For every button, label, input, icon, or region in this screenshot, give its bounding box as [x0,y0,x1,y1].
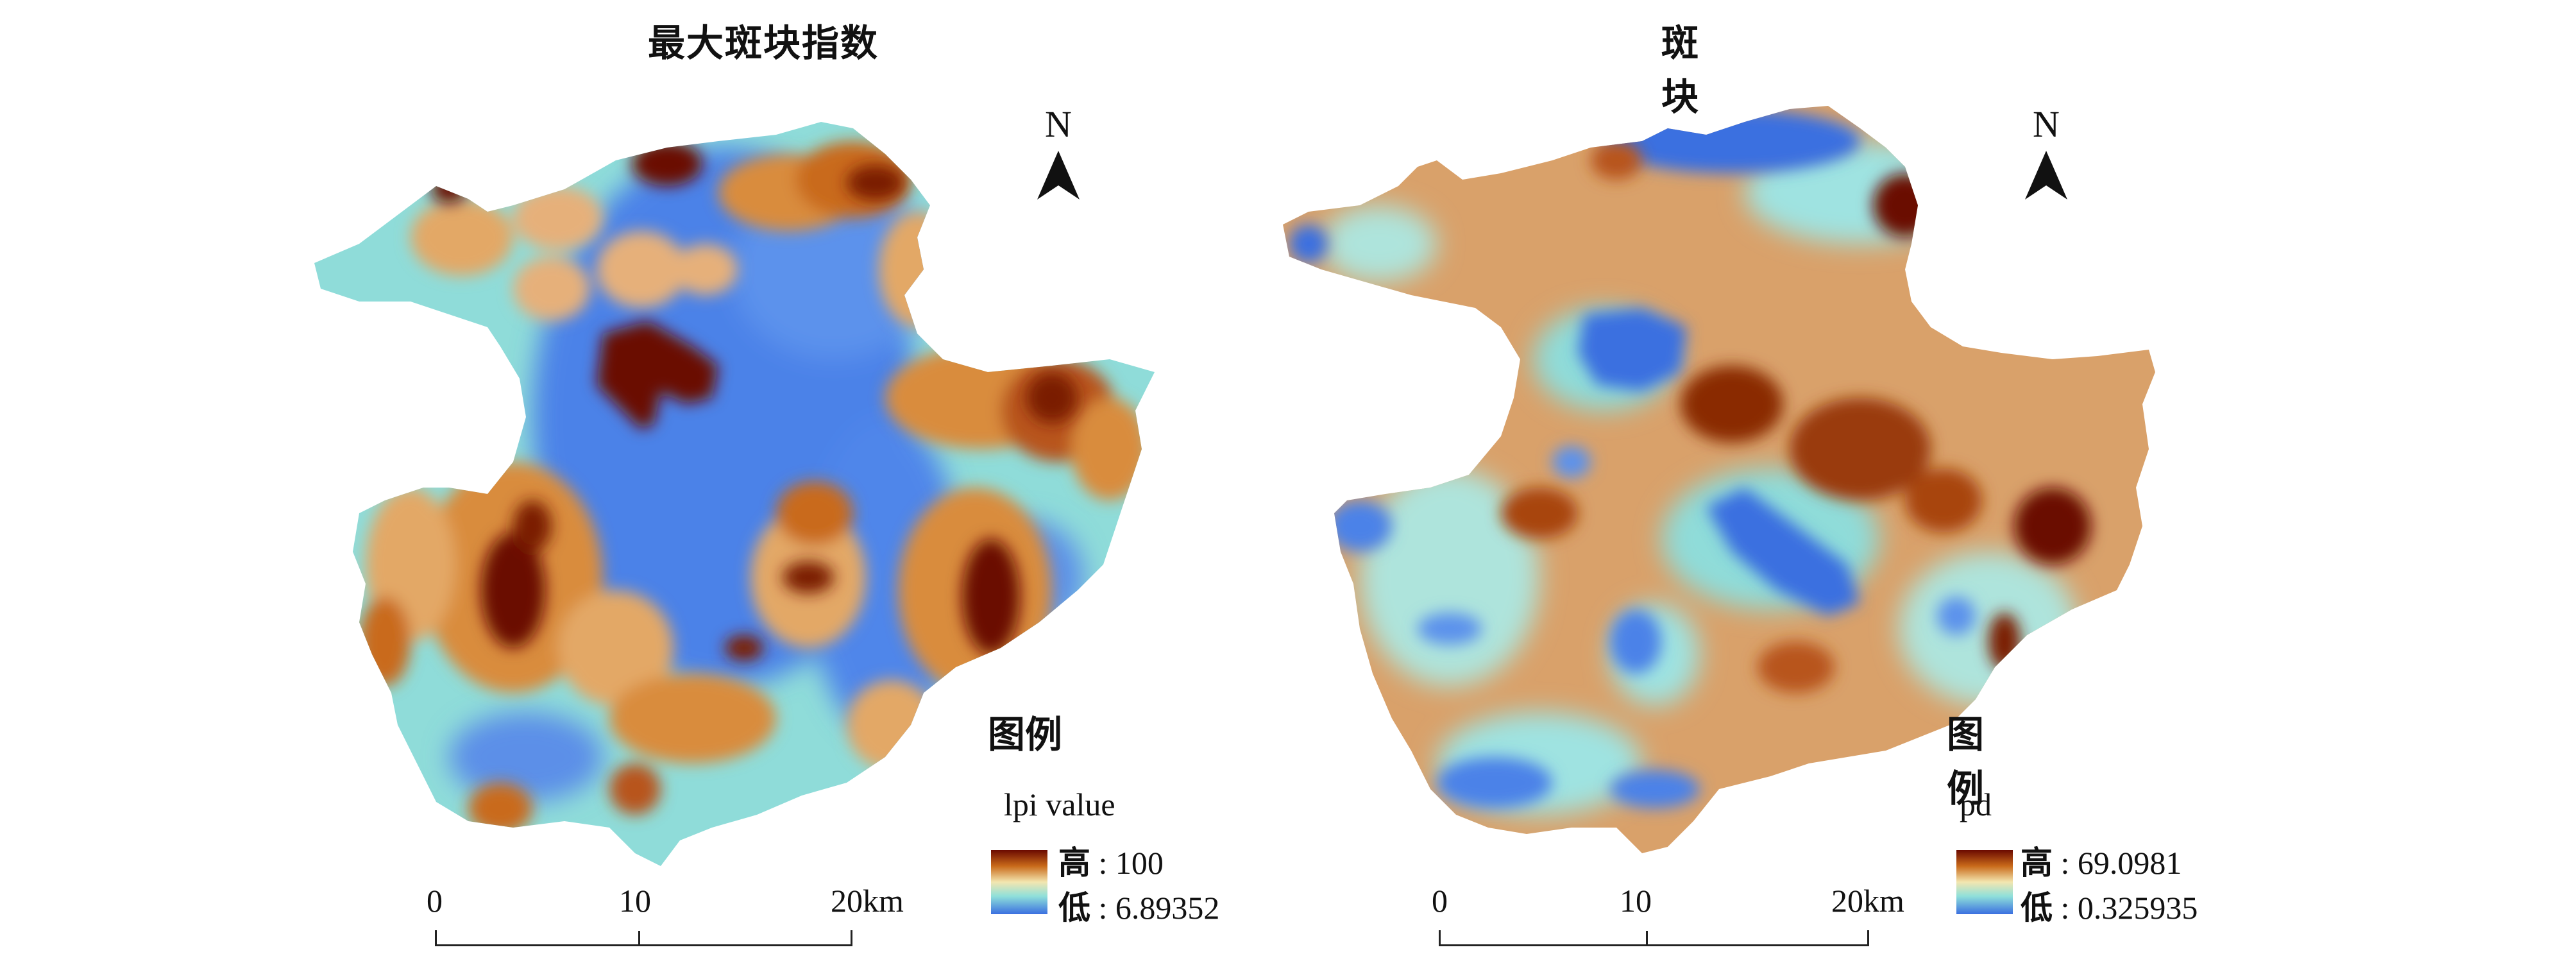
scale-bar [1439,930,1869,946]
scale-bar [435,930,852,946]
legend-low-value: 6.89352 [1115,890,1220,926]
scale-bar-mid-tick [1646,931,1648,945]
north-arrow: N [2014,103,2078,203]
legend-high: 高 : 100 [1058,844,1164,881]
legend-high-value: 100 [1115,845,1164,881]
map-panel-lpi: 最大斑块指数 [314,21,1220,946]
legend-field-name: pd [1960,787,1992,822]
scale-tick-10: 10 [619,883,651,919]
scale-tick-20km: 20km [1831,883,1904,919]
legend-low-value: 0.325935 [2077,890,2198,926]
north-arrow-label: N [2033,103,2060,145]
scale-bar-mid-tick [638,931,640,945]
scale-tick-20km: 20km [831,883,904,919]
scale-tick-0: 0 [427,883,443,919]
legend-low: 低 : 6.89352 [1058,889,1220,926]
legend-high-label: 高 [2021,844,2053,881]
scale-tick-0: 0 [1432,883,1448,919]
legend-color-ramp [991,850,1047,914]
legend-title: 图例 [1947,713,1985,810]
scale-tick-10: 10 [1620,883,1652,919]
map-title: 最大斑块指数 [648,21,879,65]
north-arrow-label: N [1045,103,1072,145]
legend-title: 图例 [988,713,1063,756]
legend-low-label: 低 [1058,889,1090,926]
map-panel-pd: 斑块密度 [1283,21,2198,946]
north-arrow: N [1026,103,1090,203]
legend-high-value: 69.0981 [2077,845,2182,881]
lpi-raster-map [314,122,1155,866]
legend-high-label: 高 [1058,844,1090,881]
legend-color-ramp [1956,850,2013,914]
legend-low-label: 低 [2021,889,2053,926]
legend-high: 高 : 69.0981 [2021,844,2182,881]
north-arrow-icon [2025,151,2067,200]
legend-field-name: lpi value [1004,787,1115,822]
north-arrow-icon [1037,151,1080,200]
legend-low: 低 : 0.325935 [2021,889,2198,926]
